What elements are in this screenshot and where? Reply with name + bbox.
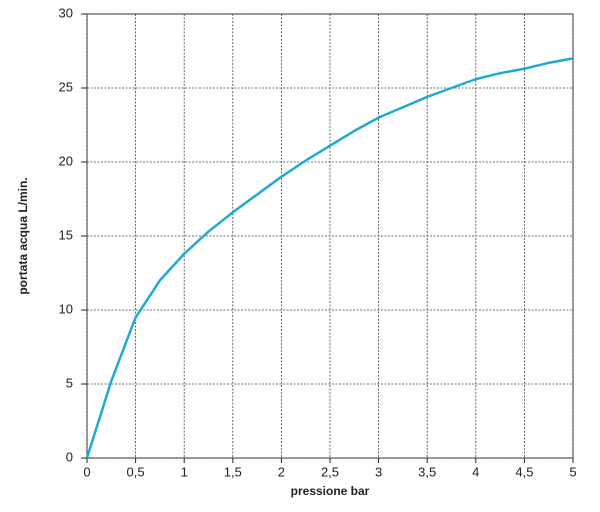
y-tick-label: 25 <box>59 79 73 94</box>
x-tick-label: 0,5 <box>127 464 145 479</box>
y-tick-label: 0 <box>66 449 73 464</box>
x-tick-label: 4 <box>472 464 479 479</box>
y-axis-label: portata acqua L/min. <box>16 177 30 294</box>
x-tick-label: 3,5 <box>418 464 436 479</box>
data-line <box>85 57 574 459</box>
x-tick-label: 0 <box>83 464 90 479</box>
y-tick-label: 10 <box>59 301 73 316</box>
x-tick-label: 1 <box>181 464 188 479</box>
x-tick-label: 1,5 <box>224 464 242 479</box>
y-tick-label: 20 <box>59 153 73 168</box>
x-tick-label: 2,5 <box>321 464 339 479</box>
x-tick-label: 2 <box>278 464 285 479</box>
x-tick-label: 4,5 <box>515 464 533 479</box>
x-axis-label: pressione bar <box>291 484 370 498</box>
y-tick-label: 15 <box>59 227 73 242</box>
y-tick-label: 30 <box>59 5 73 20</box>
y-tick-label: 5 <box>66 375 73 390</box>
x-tick-label: 5 <box>569 464 576 479</box>
x-tick-label: 3 <box>375 464 382 479</box>
